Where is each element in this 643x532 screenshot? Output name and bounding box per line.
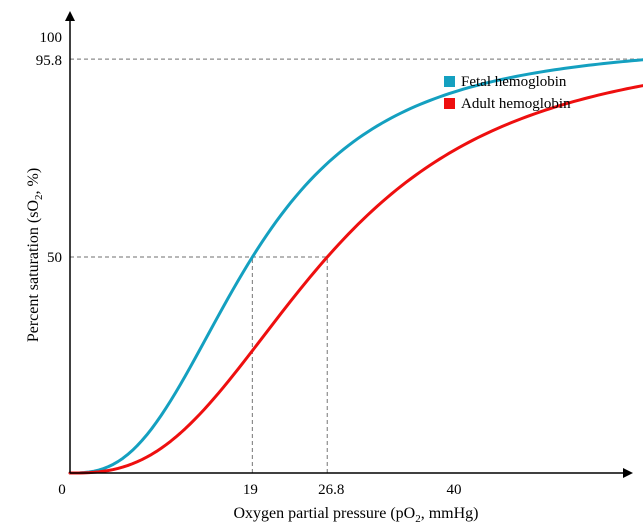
y-axis-title: Percent saturation (sO2, %): [25, 168, 45, 342]
legend-label-adult: Adult hemoglobin: [461, 96, 571, 112]
legend-swatch-fetal: [444, 76, 455, 87]
y-tick-label: 50: [47, 250, 62, 266]
reference-lines: [70, 58, 643, 473]
axes: [65, 11, 633, 478]
legend-label-fetal: Fetal hemoglobin: [461, 74, 567, 90]
series-line-adult: [68, 84, 643, 475]
y-tick-label: 100: [40, 30, 63, 46]
legend-swatch-adult: [444, 98, 455, 109]
series-line-fetal: [68, 58, 643, 475]
y-tick-label: 95.8: [36, 53, 62, 69]
legend: Fetal hemoglobin Adult hemoglobin: [444, 74, 571, 112]
curves: [68, 58, 643, 475]
x-tick-label: 19: [243, 482, 258, 498]
x-axis-title: Oxygen partial pressure (pO2, mmHg): [234, 505, 479, 525]
x-tick-label: 40: [447, 482, 462, 498]
x-tick-label: 26.8: [318, 482, 344, 498]
x-tick-label: 0: [58, 482, 66, 498]
